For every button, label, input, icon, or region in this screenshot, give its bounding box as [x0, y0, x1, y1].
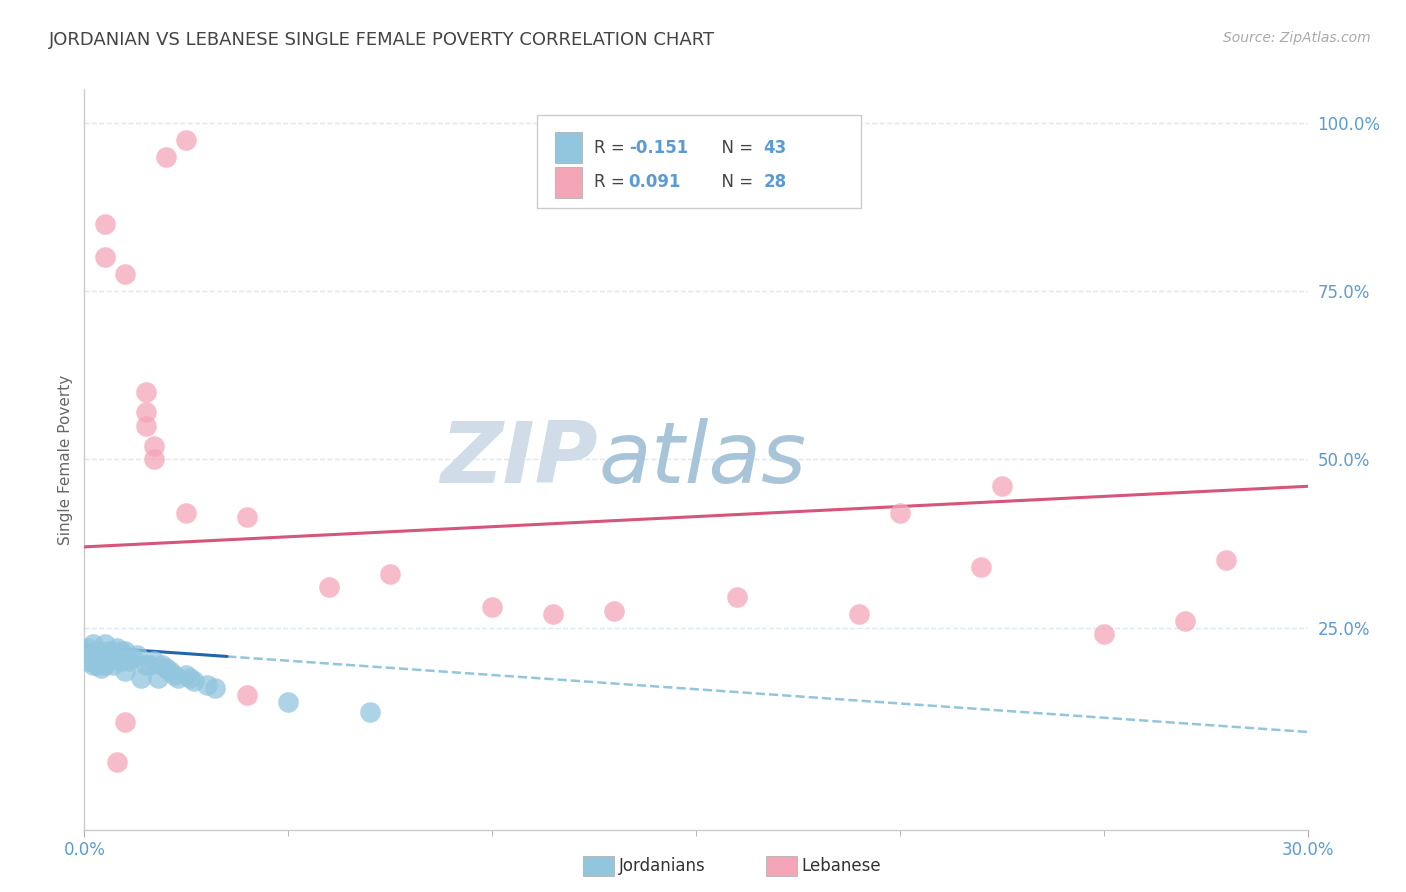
Point: [82, 637, 104, 651]
Text: R =: R =: [595, 173, 630, 192]
Point: [277, 695, 299, 709]
Point: [150, 657, 173, 672]
Text: 43: 43: [763, 138, 786, 157]
Text: 28: 28: [763, 173, 786, 192]
Point: [114, 714, 136, 729]
Point: [159, 665, 181, 679]
Point: [73, 644, 96, 658]
Point: [167, 671, 190, 685]
Point: [86, 657, 108, 672]
Point: [138, 657, 160, 672]
Text: R =: R =: [595, 138, 630, 157]
Point: [122, 651, 145, 665]
Point: [142, 439, 165, 453]
Point: [86, 651, 108, 665]
Point: [101, 657, 124, 672]
Point: [93, 637, 115, 651]
Point: [155, 149, 177, 163]
Point: [204, 681, 226, 696]
Point: [86, 644, 108, 658]
Bar: [555, 132, 582, 163]
Point: [77, 654, 100, 668]
Point: [114, 268, 136, 282]
Point: [174, 133, 197, 147]
Text: N =: N =: [710, 138, 758, 157]
Point: [142, 452, 165, 467]
Point: [163, 667, 186, 681]
Point: [90, 661, 112, 675]
Point: [105, 756, 128, 770]
Text: 0.091: 0.091: [628, 173, 681, 192]
Point: [174, 506, 197, 520]
Point: [118, 654, 141, 668]
Point: [725, 591, 748, 605]
Point: [114, 644, 136, 658]
Text: Lebanese: Lebanese: [801, 857, 882, 875]
Text: ZIP: ZIP: [440, 417, 598, 501]
Bar: [555, 167, 582, 198]
Point: [1215, 553, 1237, 567]
Point: [848, 607, 870, 622]
Text: JORDANIAN VS LEBANESE SINGLE FEMALE POVERTY CORRELATION CHART: JORDANIAN VS LEBANESE SINGLE FEMALE POVE…: [49, 31, 716, 49]
Point: [131, 671, 153, 685]
Text: N =: N =: [710, 173, 758, 192]
Point: [110, 654, 132, 668]
Point: [82, 657, 104, 672]
Text: Source: ZipAtlas.com: Source: ZipAtlas.com: [1223, 31, 1371, 45]
Point: [101, 648, 124, 662]
Point: [236, 688, 259, 702]
Point: [970, 560, 993, 574]
Point: [97, 654, 120, 668]
Point: [93, 654, 115, 668]
Point: [380, 566, 402, 581]
Point: [146, 671, 169, 685]
Point: [93, 251, 115, 265]
Point: [603, 604, 626, 618]
Point: [543, 607, 565, 622]
Point: [105, 651, 128, 665]
Point: [114, 665, 136, 679]
Point: [481, 600, 503, 615]
Point: [135, 385, 157, 400]
Point: [127, 648, 149, 662]
Point: [889, 506, 911, 520]
Point: [93, 217, 115, 231]
Point: [183, 674, 205, 689]
Point: [991, 479, 1014, 493]
Point: [195, 678, 218, 692]
Point: [135, 657, 157, 672]
Point: [110, 644, 132, 658]
Text: Jordanians: Jordanians: [619, 857, 706, 875]
Point: [93, 657, 115, 672]
Point: [174, 667, 197, 681]
Point: [97, 644, 120, 658]
Point: [359, 705, 381, 719]
Point: [142, 654, 165, 668]
Y-axis label: Single Female Poverty: Single Female Poverty: [58, 375, 73, 544]
Point: [1092, 627, 1115, 641]
Text: atlas: atlas: [598, 417, 806, 501]
FancyBboxPatch shape: [537, 115, 860, 208]
Point: [135, 418, 157, 433]
Point: [1174, 614, 1197, 628]
Point: [318, 580, 340, 594]
Point: [77, 640, 100, 655]
Point: [155, 661, 177, 675]
Point: [179, 671, 201, 685]
Point: [90, 648, 112, 662]
Text: -0.151: -0.151: [628, 138, 688, 157]
Point: [135, 405, 157, 419]
Point: [236, 509, 259, 524]
Point: [105, 640, 128, 655]
